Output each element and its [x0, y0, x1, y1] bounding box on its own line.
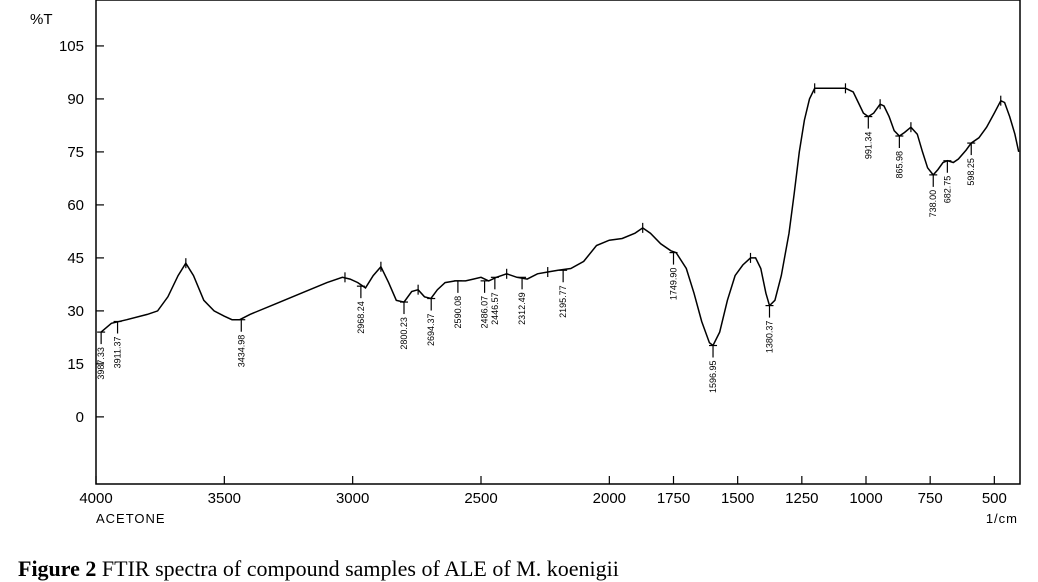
peak-label: 2486.07 — [480, 296, 490, 329]
y-axis: 0 15 30 45 60 75 90 105 — [59, 38, 104, 426]
x-tick-label: 500 — [982, 490, 1007, 507]
peak-label: 991.34 — [863, 132, 873, 160]
peak-label: 1596.95 — [708, 361, 718, 394]
x-tick-label: 1500 — [721, 490, 754, 507]
peak-label: 598.25 — [966, 158, 976, 186]
peak-label: 1380.37 — [765, 321, 775, 354]
peak-label: 2195.77 — [558, 285, 568, 318]
y-tick-label: 15 — [67, 356, 84, 373]
y-tick-label: 75 — [67, 144, 84, 161]
x-axis: 4000 3500 3000 2500 2000 1750 1500 1250 1000 750 5… — [79, 476, 1007, 507]
x-tick-label: 4000 — [79, 490, 112, 507]
y-tick-label: 0 — [76, 409, 84, 426]
x-axis-label: 1/cm — [986, 511, 1018, 526]
x-tick-label: 3000 — [336, 490, 369, 507]
peak-label: 1749.90 — [669, 268, 679, 301]
peak-label: 2446.57 — [490, 292, 500, 325]
spectrum-line — [100, 87, 1020, 347]
x-tick-label: 1000 — [849, 490, 882, 507]
peak-label: 3434.98 — [236, 335, 246, 368]
y-tick-label: 60 — [67, 197, 84, 214]
figure-caption: Figure 2 FTIR spectra of compound sample… — [18, 556, 619, 582]
x-tick-label: 2500 — [464, 490, 497, 507]
peak-label: 2968.24 — [356, 301, 366, 334]
x-tick-label: 750 — [918, 490, 943, 507]
peak-label: 2312.49 — [517, 292, 527, 325]
peak-label: 3987.33 — [96, 347, 106, 380]
caption-bold: Figure 2 — [18, 556, 97, 581]
x-tick-label: 2000 — [593, 490, 626, 507]
peak-markers: 3987.33 3911.37 3434.98 2968.24 2800.23 2694.… — [96, 83, 1002, 394]
peak-label: 2800.23 — [399, 317, 409, 350]
peak-label: 865.98 — [894, 151, 904, 179]
peak-label: 3911.37 — [113, 337, 123, 369]
x-tick-label: 1750 — [657, 490, 690, 507]
plot-frame — [95, 0, 1021, 485]
peak-label: 682.75 — [942, 176, 952, 204]
peak-label: 738.00 — [928, 190, 938, 218]
y-tick-label: 30 — [67, 303, 84, 320]
peak-label: 2694.37 — [426, 314, 436, 347]
x-tick-label: 3500 — [208, 490, 241, 507]
y-tick-label: 105 — [59, 38, 84, 55]
sample-annotation: ACETONE — [96, 511, 166, 526]
y-tick-label: 45 — [67, 250, 84, 267]
y-axis-label: %T — [30, 11, 53, 28]
caption-text: FTIR spectra of compound samples of ALE … — [96, 556, 619, 581]
x-tick-label: 1250 — [785, 490, 818, 507]
peak-label: 2590.08 — [453, 296, 463, 329]
y-tick-label: 90 — [67, 91, 84, 108]
